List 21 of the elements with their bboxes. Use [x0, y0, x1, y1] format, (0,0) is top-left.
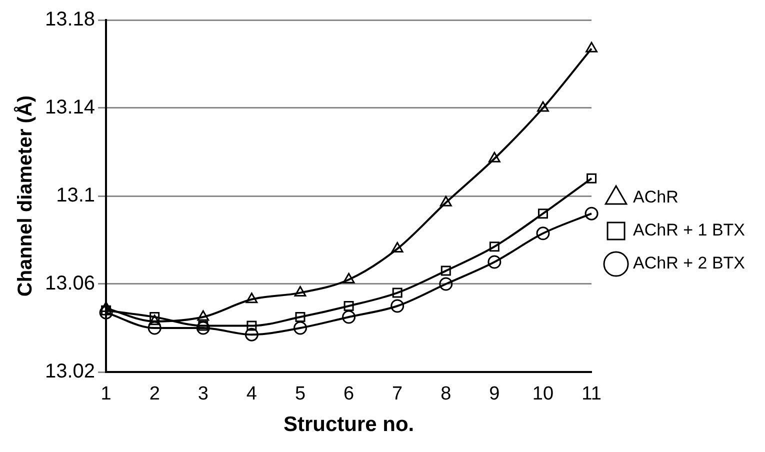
x-tick-label: 10	[532, 384, 554, 405]
y-axis-title: Channel diameter (Å)	[14, 95, 37, 297]
x-axis-title: Structure no.	[283, 413, 414, 436]
y-tick-label: 13.14	[44, 96, 96, 119]
x-tick-label: 11	[582, 384, 602, 405]
x-tick-label: 6	[344, 384, 354, 405]
legend-label: AChR + 1 BTX	[633, 220, 746, 240]
x-tick-label: 8	[440, 384, 452, 405]
y-tick-label: 13.02	[44, 360, 96, 383]
x-tick-label: 2	[149, 384, 160, 405]
y-tick-label: 13.1	[56, 184, 96, 207]
x-tick-label: 1	[100, 384, 112, 405]
y-tick-label: 13.06	[44, 272, 96, 295]
x-tick-label: 5	[294, 384, 306, 405]
y-tick-label: 13.18	[44, 8, 96, 31]
x-tick-label: 7	[392, 384, 403, 405]
x-tick-label: 3	[198, 384, 208, 405]
x-tick-label: 9	[489, 384, 500, 405]
legend-label: AChR	[633, 188, 678, 207]
x-tick-label: 4	[246, 384, 258, 405]
legend-label: AChR + 2 BTX	[633, 254, 746, 273]
